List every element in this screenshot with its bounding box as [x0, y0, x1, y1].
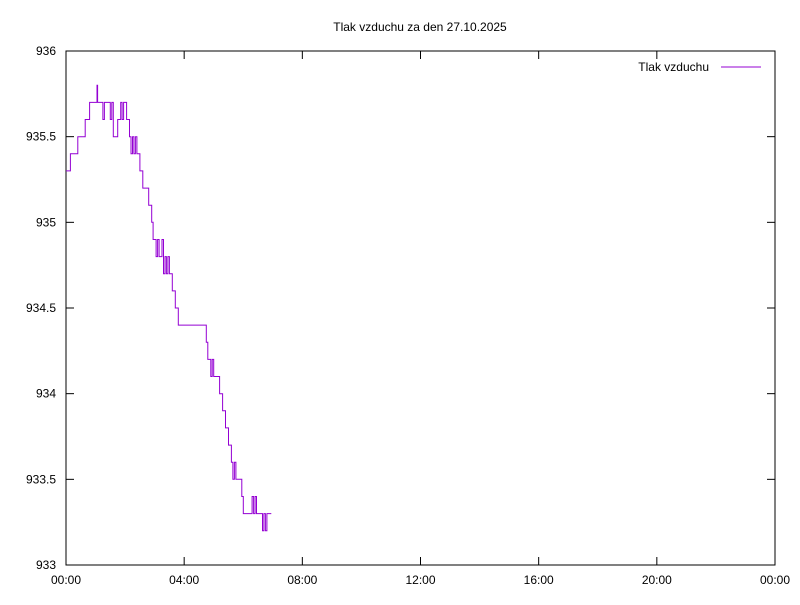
x-tick-label: 04:00 — [169, 573, 199, 587]
chart-title: Tlak vzduchu za den 27.10.2025 — [333, 20, 507, 34]
y-tick-label: 935 — [36, 215, 56, 229]
y-tick-label: 934 — [36, 387, 56, 401]
y-axis: 933 933.5 934 934.5 935 935.5 936 — [26, 44, 775, 572]
x-tick-label: 16:00 — [524, 573, 554, 587]
legend: Tlak vzduchu — [638, 60, 761, 74]
x-tick-label: 00:00 — [51, 573, 81, 587]
y-tick-label: 935.5 — [26, 130, 56, 144]
y-tick-label: 933 — [36, 558, 56, 572]
x-axis: 00:00 04:00 08:00 12:00 16:00 20:00 00:00 — [51, 51, 790, 587]
x-tick-label: 12:00 — [405, 573, 435, 587]
y-tick-label: 934.5 — [26, 301, 56, 315]
y-tick-label: 936 — [36, 44, 56, 58]
x-tick-label: 08:00 — [287, 573, 317, 587]
series-layer — [66, 84, 272, 532]
legend-label: Tlak vzduchu — [638, 60, 709, 74]
series-line — [66, 84, 272, 532]
x-tick-label: 00:00 — [760, 573, 790, 587]
y-tick-label: 933.5 — [26, 472, 56, 486]
x-tick-label: 20:00 — [642, 573, 672, 587]
